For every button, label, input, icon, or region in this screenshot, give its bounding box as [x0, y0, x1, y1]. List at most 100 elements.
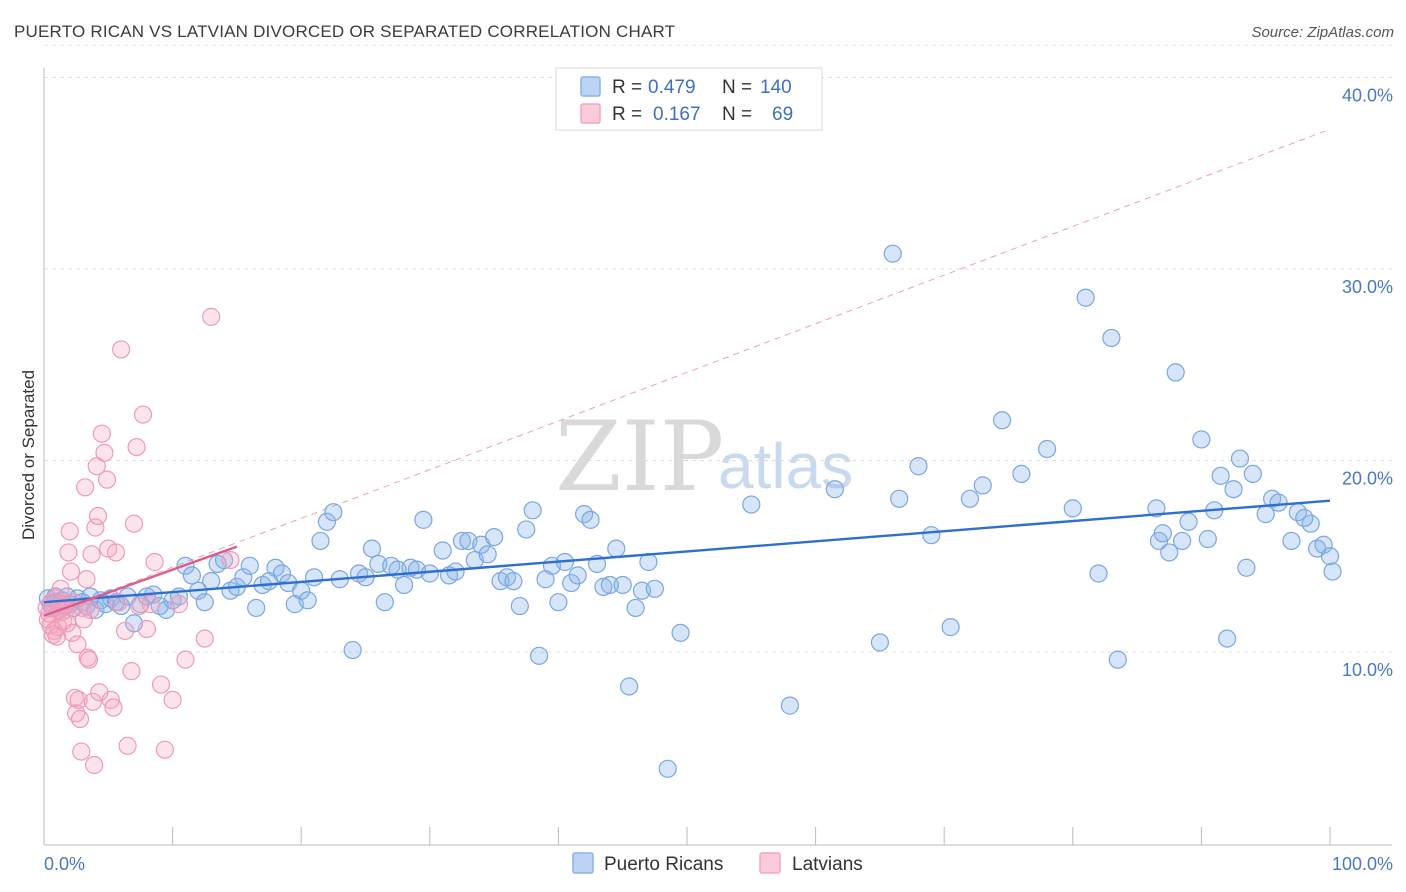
point-puerto-ricans-60	[375, 593, 394, 612]
legend-swatch-puerto-ricans	[580, 76, 601, 97]
point-latvians-66	[195, 629, 214, 648]
point-puerto-ricans-134	[1218, 629, 1237, 648]
bottom-legend-swatch-latvians	[759, 852, 781, 874]
point-latvians-53	[122, 662, 141, 681]
point-puerto-ricans-113	[960, 489, 980, 508]
point-puerto-ricans-40	[240, 556, 259, 575]
point-puerto-ricans-131	[1198, 529, 1217, 549]
point-latvians-20	[63, 623, 82, 642]
point-puerto-ricans-34	[202, 572, 221, 591]
point-latvians-57	[133, 405, 153, 424]
trend-line-latvians-extended	[43, 128, 1331, 617]
point-puerto-ricans-117	[1037, 439, 1057, 459]
point-puerto-ricans-127	[1166, 363, 1185, 382]
trend-line-puerto-ricans	[43, 499, 1331, 604]
point-latvians-18	[60, 522, 79, 541]
point-puerto-ricans-94	[600, 575, 619, 595]
legend-r-value-2: 0.167	[653, 104, 701, 125]
point-latvians-26	[70, 709, 90, 729]
point-puerto-ricans-106	[825, 480, 844, 499]
point-latvians-37	[85, 755, 104, 775]
point-puerto-ricans-146	[1314, 535, 1333, 554]
point-puerto-ricans-33	[195, 593, 214, 612]
point-latvians-11	[51, 579, 70, 598]
point-puerto-ricans-137	[1237, 558, 1256, 577]
point-latvians-62	[155, 740, 174, 759]
watermark: ZIP atlas	[555, 401, 853, 513]
legend-r-value-1: 0.479	[648, 77, 696, 98]
point-latvians-55	[127, 437, 146, 457]
point-puerto-ricans-50	[304, 568, 324, 587]
point-puerto-ricans-121	[1102, 328, 1121, 348]
point-puerto-ricans-116	[1012, 464, 1031, 484]
legend-r-label-1: R =	[612, 77, 642, 98]
x-tick-label-0: 0.0%	[44, 854, 85, 874]
point-puerto-ricans-41	[247, 598, 266, 618]
legend-n-value-2: 69	[772, 104, 793, 125]
point-latvians-67	[202, 307, 221, 326]
legend-n-label-1: N =	[722, 77, 752, 98]
point-latvians-56	[130, 596, 149, 616]
point-puerto-ricans-53	[324, 503, 343, 522]
point-puerto-ricans-67	[420, 564, 439, 583]
point-puerto-ricans-133	[1211, 466, 1230, 485]
point-puerto-ricans-107	[870, 633, 890, 652]
point-latvians-64	[169, 595, 189, 614]
legend: R = 0.479 N = 140 R = 0.167 N = 69	[555, 67, 823, 131]
point-puerto-ricans-55	[343, 640, 362, 660]
point-latvians-31	[77, 570, 96, 589]
point-puerto-ricans-135	[1224, 480, 1243, 499]
point-latvians-34	[81, 600, 100, 619]
trend-lines	[43, 128, 1331, 617]
point-puerto-ricans-104	[742, 495, 761, 514]
point-puerto-ricans-93	[594, 577, 613, 596]
point-puerto-ricans-128	[1173, 531, 1192, 551]
point-puerto-ricans-31	[182, 566, 201, 585]
point-puerto-ricans-70	[446, 562, 465, 581]
point-puerto-ricans-76	[485, 527, 504, 547]
point-latvians-44	[97, 470, 117, 489]
point-puerto-ricans-66	[414, 510, 433, 529]
point-puerto-ricans-63	[394, 575, 414, 595]
point-latvians-42	[92, 424, 111, 443]
point-puerto-ricans-71	[452, 531, 472, 551]
point-puerto-ricans-79	[504, 572, 523, 591]
point-latvians-29	[74, 610, 93, 629]
point-latvians-19	[61, 562, 81, 581]
y-axis-tick-labels: 10.0% 20.0% 30.0% 40.0%	[1342, 86, 1393, 681]
x-tick-label-1: 100.0%	[1332, 854, 1393, 874]
point-puerto-ricans-142	[1282, 531, 1301, 551]
bottom-legend-label-latvians: Latvians	[792, 854, 863, 875]
chart-title: PUERTO RICAN VS LATVIAN DIVORCED OR SEPA…	[14, 22, 676, 41]
point-puerto-ricans-103	[671, 623, 690, 642]
point-puerto-ricans-68	[433, 541, 452, 560]
point-puerto-ricans-58	[362, 539, 382, 558]
point-puerto-ricans-114	[973, 476, 992, 495]
x-axis-ticks	[172, 827, 1331, 845]
x-axis-tick-labels: 0.0% 100.0%	[44, 854, 1393, 874]
point-puerto-ricans-115	[992, 411, 1012, 430]
point-latvians-17	[59, 543, 78, 562]
legend-n-label-2: N =	[722, 104, 752, 125]
point-puerto-ricans-98	[626, 598, 645, 618]
point-latvians-30	[76, 478, 95, 497]
point-puerto-ricans-81	[517, 520, 536, 539]
point-puerto-ricans-96	[613, 575, 632, 595]
watermark-atlas: atlas	[718, 430, 853, 502]
point-latvians-60	[145, 552, 164, 572]
source-label: Source: ZipAtlas.com	[1251, 24, 1394, 41]
legend-n-value-1: 140	[760, 77, 792, 98]
point-puerto-ricans-45	[272, 564, 292, 583]
bottom-legend: Puerto Ricans Latvians	[572, 852, 863, 875]
point-puerto-ricans-125	[1153, 524, 1172, 543]
trend-line-latvians	[43, 545, 238, 617]
point-puerto-ricans-130	[1192, 430, 1211, 449]
point-puerto-ricans-86	[549, 593, 568, 612]
point-puerto-ricans-80	[510, 596, 529, 616]
point-puerto-ricans-141	[1269, 493, 1288, 512]
axes	[43, 68, 1392, 846]
point-puerto-ricans-129	[1179, 512, 1198, 531]
point-puerto-ricans-95	[607, 539, 626, 558]
point-latvians-43	[95, 443, 114, 462]
